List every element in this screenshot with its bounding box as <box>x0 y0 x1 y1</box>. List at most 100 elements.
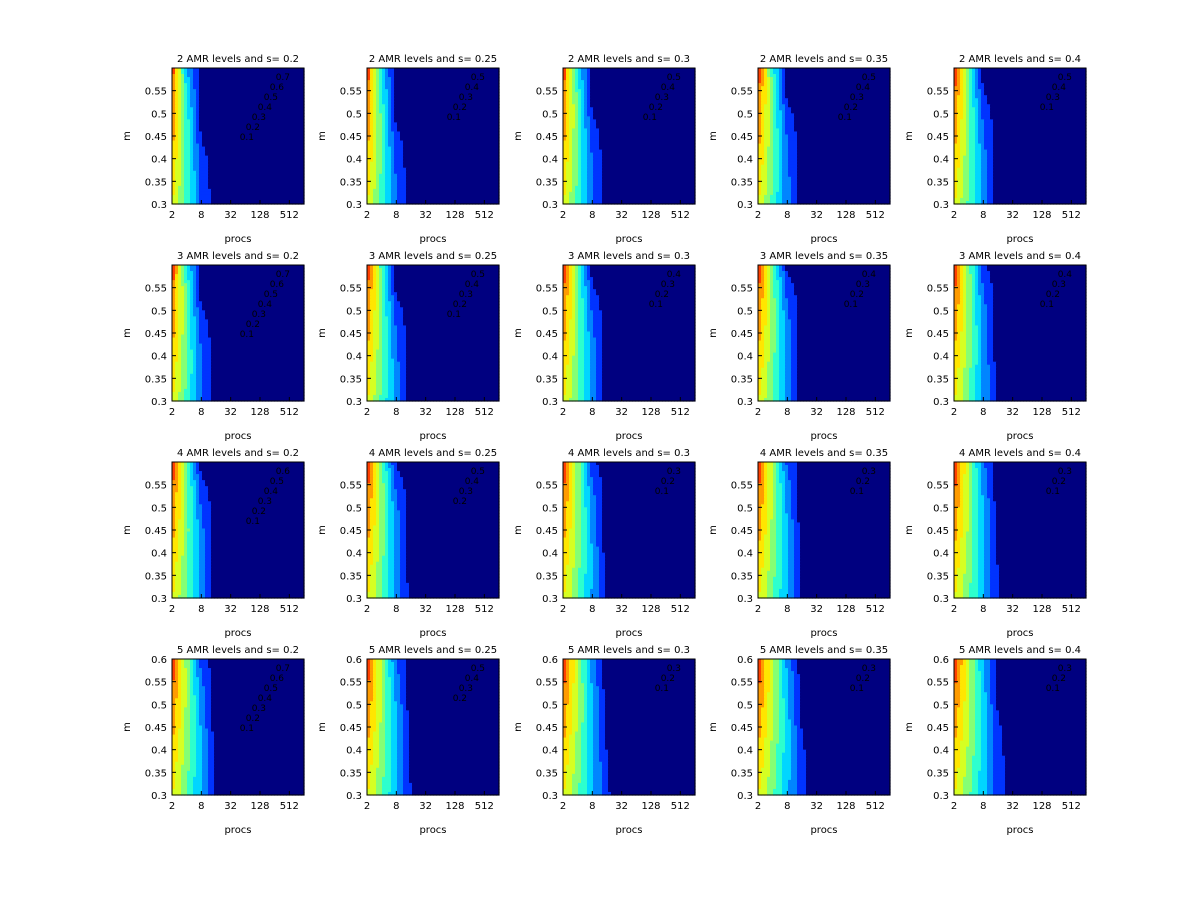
contour-cell <box>292 107 296 111</box>
contour-cell <box>256 80 260 84</box>
contour-cell <box>466 68 470 72</box>
contour-cell <box>217 185 221 190</box>
contour-cell <box>247 170 251 175</box>
contour-cell <box>238 188 242 193</box>
contour-cell <box>202 116 206 120</box>
contour-cell <box>229 188 233 193</box>
contour-cell <box>247 89 251 93</box>
contour-cell <box>277 188 281 193</box>
contour-cell <box>271 89 275 93</box>
contour-cell <box>175 161 179 166</box>
contour-cell <box>259 80 263 84</box>
contour-cell <box>196 152 200 157</box>
contour-cell <box>274 89 278 93</box>
contour-cell <box>223 95 227 99</box>
contour-cell <box>193 74 197 78</box>
contour-label: 0.3 <box>459 93 473 103</box>
contour-cell <box>226 176 230 181</box>
contour-cell <box>433 74 437 78</box>
contour-cell <box>448 68 452 72</box>
contour-cell <box>262 161 266 166</box>
contour-cell <box>232 71 236 75</box>
contour-cell <box>190 200 194 205</box>
contour-cell <box>214 194 218 199</box>
contour-cell <box>217 140 221 145</box>
contour-cell <box>193 125 197 130</box>
contour-cell <box>241 122 245 127</box>
contour-cell <box>253 125 257 130</box>
contour-cell <box>226 152 230 157</box>
contour-cell <box>292 194 296 199</box>
contour-cell <box>181 74 185 78</box>
contour-cell <box>229 155 233 160</box>
contour-cell <box>184 92 188 96</box>
contour-cell <box>205 80 209 84</box>
contour-cell <box>283 68 287 72</box>
contour-cell <box>259 74 263 78</box>
contour-cell <box>289 170 293 175</box>
contour-cell <box>235 173 239 178</box>
contour-cell <box>244 98 248 102</box>
contour-cell <box>184 68 188 72</box>
contour-cell <box>259 158 263 163</box>
contour-cell <box>424 74 428 78</box>
contour-cell <box>253 113 257 117</box>
contour-cell <box>193 188 197 193</box>
contour-cell <box>271 131 275 136</box>
contour-cell <box>229 140 233 145</box>
contour-cell <box>211 176 215 181</box>
contour-cell <box>295 146 299 151</box>
contour-cell <box>250 146 254 151</box>
contour-cell <box>202 107 206 111</box>
contour-cell <box>457 74 461 78</box>
contour-cell <box>205 137 209 142</box>
contour-cell <box>280 191 284 196</box>
contour-cell <box>388 74 392 78</box>
contour-cell <box>253 89 257 93</box>
y-tick-label: 0.4 <box>151 155 167 166</box>
contour-cell <box>217 200 221 205</box>
contour-cell <box>298 116 302 120</box>
y-tick-label: 0.45 <box>145 132 167 143</box>
contour-cell <box>289 113 293 117</box>
contour-cell <box>184 77 188 81</box>
contour-cell <box>247 125 251 130</box>
contour-cell <box>205 152 209 157</box>
contour-cell <box>205 164 209 169</box>
contour-cell <box>217 188 221 193</box>
contour-cell <box>217 161 221 166</box>
contour-cell <box>193 113 197 117</box>
contour-cell <box>238 179 242 184</box>
contour-cell <box>271 92 275 96</box>
contour-cell <box>487 71 491 75</box>
contour-cell <box>286 101 290 105</box>
contour-cell <box>202 71 206 75</box>
contour-cell <box>259 89 263 93</box>
contour-cell <box>205 77 209 81</box>
contour-cell <box>301 89 305 93</box>
contour-cell <box>205 143 209 148</box>
contour-cell <box>175 113 179 117</box>
contour-cell <box>436 68 440 72</box>
contour-cell <box>223 152 227 157</box>
contour-cell <box>190 188 194 193</box>
contour-cell <box>244 158 248 163</box>
contour-cell <box>208 122 212 127</box>
contour-cell <box>235 134 239 139</box>
contour-cell <box>277 125 281 130</box>
contour-cell <box>262 95 266 99</box>
contour-cell <box>295 134 299 139</box>
contour-cell <box>172 80 176 84</box>
contour-cell <box>286 113 290 117</box>
contour-cell <box>244 86 248 90</box>
contour-cell <box>235 191 239 196</box>
contour-cell <box>271 164 275 169</box>
contour-cell <box>289 134 293 139</box>
contour-cell <box>247 86 251 90</box>
contour-cell <box>229 68 233 72</box>
contour-cell <box>214 122 218 127</box>
contour-cell <box>232 149 236 154</box>
contour-cell <box>205 131 209 136</box>
contour-cell <box>205 128 209 133</box>
contour-cell <box>226 110 230 114</box>
